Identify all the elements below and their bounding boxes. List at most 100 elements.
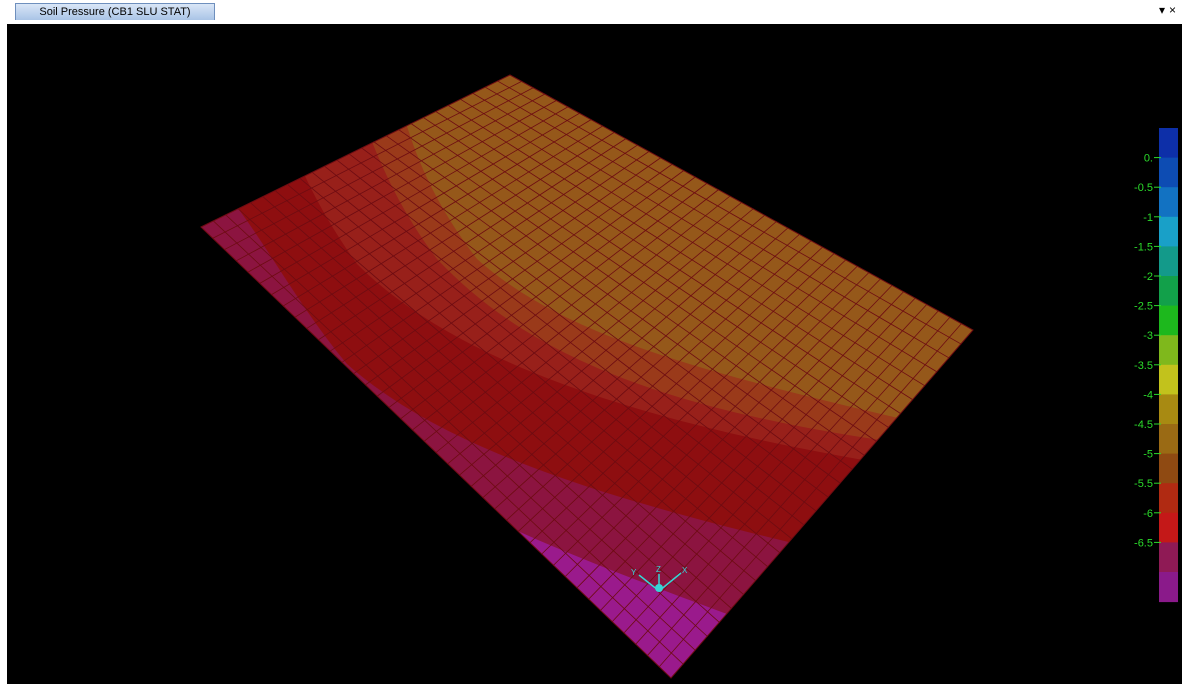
mesh-line bbox=[412, 189, 719, 431]
legend-label: -1.5 bbox=[1134, 241, 1153, 253]
plate-contour-surface bbox=[201, 75, 973, 678]
legend-color-swatch bbox=[1159, 424, 1178, 455]
mesh-line bbox=[349, 153, 817, 512]
legend-label: -4 bbox=[1143, 389, 1153, 401]
mesh-line bbox=[647, 316, 951, 656]
legend-color-swatch bbox=[1159, 216, 1178, 247]
mesh-line bbox=[336, 159, 805, 526]
mesh-line bbox=[423, 195, 731, 442]
mesh-line bbox=[247, 100, 557, 273]
mesh-line bbox=[361, 147, 829, 498]
mesh-line bbox=[330, 144, 638, 352]
legend-label: -6.5 bbox=[1134, 537, 1153, 549]
mesh-line bbox=[353, 157, 661, 374]
mesh-line bbox=[299, 178, 768, 567]
finite-element-mesh bbox=[212, 80, 962, 667]
close-icon[interactable]: × bbox=[1168, 3, 1176, 17]
mesh-line bbox=[318, 138, 626, 341]
mesh-line bbox=[224, 87, 534, 250]
legend-label: -5 bbox=[1143, 449, 1153, 461]
mesh-line bbox=[373, 141, 841, 484]
document-tab-bar: Soil Pressure (CB1 SLU STAT) ▾ × bbox=[0, 0, 1182, 22]
mesh-line bbox=[236, 93, 545, 262]
legend-color-swatch bbox=[1159, 572, 1178, 603]
axis-triad: Y Z X bbox=[631, 565, 688, 592]
mesh-line bbox=[576, 278, 881, 589]
mesh-line bbox=[517, 246, 823, 532]
axis-y-label: Y bbox=[631, 568, 637, 577]
mesh-line bbox=[611, 297, 916, 622]
axis-x-label: X bbox=[682, 566, 688, 575]
legend-label: -1 bbox=[1143, 212, 1153, 224]
mesh-line bbox=[262, 196, 732, 609]
mesh-line bbox=[447, 105, 913, 400]
mesh-line bbox=[435, 202, 742, 453]
mesh-line bbox=[386, 135, 853, 470]
mesh-line bbox=[494, 234, 800, 510]
mesh-line bbox=[294, 125, 603, 318]
legend-color-swatch bbox=[1159, 512, 1178, 543]
mesh-line bbox=[410, 123, 877, 442]
color-legend: 0. -0.5 -1 -1.5 -2 -2.5 -3 -3.5 -4 -4.5 -5 -5.5 -6 -6… bbox=[1134, 128, 1178, 603]
mesh-line bbox=[529, 253, 835, 543]
mesh-line bbox=[250, 202, 720, 623]
legend-color-swatch bbox=[1159, 483, 1178, 514]
mesh-line bbox=[588, 285, 893, 600]
legend-color-swatch bbox=[1159, 128, 1178, 159]
window-controls: ▾ × bbox=[1159, 3, 1176, 17]
mesh-line bbox=[311, 171, 780, 554]
legend-color-swatch bbox=[1159, 453, 1178, 484]
mesh-line bbox=[365, 163, 673, 386]
mesh-line bbox=[485, 86, 950, 359]
mesh-line bbox=[447, 208, 754, 465]
legend-color-swatch bbox=[1159, 305, 1178, 336]
legend-label: -0.5 bbox=[1134, 182, 1153, 194]
mesh-line bbox=[271, 112, 580, 295]
mesh-line bbox=[388, 176, 696, 408]
mesh-line bbox=[423, 117, 889, 428]
mesh-line bbox=[287, 184, 756, 581]
mesh-line bbox=[212, 81, 522, 239]
mesh-line bbox=[635, 310, 939, 645]
legend-label: -6 bbox=[1143, 508, 1153, 520]
mesh-line bbox=[506, 240, 812, 521]
mesh-line bbox=[398, 129, 865, 456]
mesh-line bbox=[274, 190, 744, 595]
mesh-line bbox=[460, 98, 925, 387]
legend-color-swatch bbox=[1159, 364, 1178, 395]
mesh-line bbox=[259, 106, 569, 284]
dropdown-arrow-icon[interactable]: ▾ bbox=[1158, 3, 1165, 17]
mesh-line bbox=[553, 265, 858, 566]
mesh-line bbox=[459, 214, 765, 476]
legend-label: -5.5 bbox=[1134, 478, 1153, 490]
legend-color-swatch bbox=[1159, 394, 1178, 425]
mesh-line bbox=[237, 208, 708, 637]
mesh-line bbox=[306, 132, 615, 329]
mesh-line bbox=[341, 151, 650, 363]
legend-label: 0. bbox=[1144, 153, 1153, 165]
axis-z-label: Z bbox=[656, 565, 661, 574]
legend-color-swatch bbox=[1159, 335, 1178, 366]
legend-color-swatch bbox=[1159, 542, 1178, 573]
mesh-line bbox=[541, 259, 846, 555]
mesh-line bbox=[564, 272, 870, 577]
legend-label: -2.5 bbox=[1134, 301, 1153, 313]
mesh-line bbox=[283, 119, 592, 307]
legend-color-swatch bbox=[1159, 246, 1178, 277]
mesh-line bbox=[377, 170, 684, 397]
mesh-line bbox=[472, 92, 937, 373]
model-viewport[interactable]: Y Z X 0. -0.5 -1 -1.5 -2 -2.5 -3 -3.5 -4 -4.5 -5 -5… bbox=[7, 24, 1182, 684]
plate-outline bbox=[200, 74, 974, 679]
mesh-line bbox=[600, 291, 904, 611]
legend-label: -2 bbox=[1143, 271, 1153, 283]
legend-label: -3.5 bbox=[1134, 360, 1153, 372]
mesh-line bbox=[435, 111, 901, 414]
mesh-line bbox=[213, 220, 684, 665]
legend-color-swatch bbox=[1159, 187, 1178, 218]
tab-soil-pressure[interactable]: Soil Pressure (CB1 SLU STAT) bbox=[15, 3, 215, 20]
soil-pressure-plot: Y Z X 0. -0.5 -1 -1.5 -2 -2.5 -3 -3.5 -4 -4.5 -5 -5… bbox=[200, 74, 1178, 679]
mesh-line bbox=[497, 80, 962, 345]
mesh-line bbox=[482, 227, 789, 498]
mesh-line bbox=[400, 183, 708, 419]
mesh-line bbox=[324, 165, 793, 540]
